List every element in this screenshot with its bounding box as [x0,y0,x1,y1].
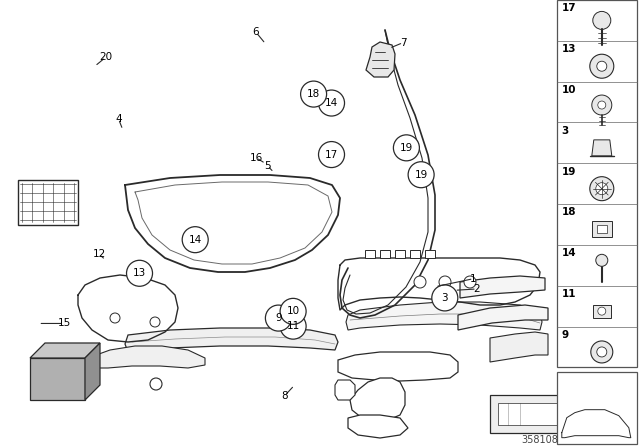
Polygon shape [410,250,420,258]
Bar [490,395,580,433]
Text: 8: 8 [282,391,288,401]
Text: 17: 17 [562,4,577,13]
Bar [592,221,612,237]
Polygon shape [335,380,355,400]
Polygon shape [458,305,548,330]
Circle shape [150,317,160,327]
Text: 14: 14 [325,98,338,108]
Polygon shape [85,343,100,400]
Polygon shape [88,346,205,368]
Circle shape [596,347,607,357]
Polygon shape [490,332,548,362]
Bar [596,225,607,233]
Circle shape [591,341,613,363]
Text: 19: 19 [415,170,428,180]
Text: 17: 17 [325,150,338,159]
Text: 18: 18 [307,89,320,99]
Polygon shape [350,378,405,422]
Circle shape [596,183,608,195]
Text: 2: 2 [474,284,480,294]
Bar [557,0,637,367]
Text: 358108: 358108 [522,435,559,445]
Text: 7: 7 [400,38,406,47]
Text: 3: 3 [562,126,569,136]
Text: 13: 13 [133,268,146,278]
Circle shape [598,101,606,109]
Polygon shape [346,302,542,330]
Circle shape [590,177,614,201]
Polygon shape [395,250,405,258]
Circle shape [598,307,606,315]
Circle shape [596,254,608,266]
Text: 11: 11 [562,289,576,299]
Circle shape [593,11,611,30]
Circle shape [592,95,612,115]
Circle shape [280,313,306,339]
Text: 15: 15 [58,319,70,328]
Circle shape [150,378,162,390]
Bar [593,305,611,318]
Circle shape [432,285,458,311]
Text: 5: 5 [264,161,271,171]
Circle shape [266,305,291,331]
Text: 10: 10 [287,306,300,316]
Circle shape [127,260,152,286]
Text: 14: 14 [189,235,202,245]
Text: 16: 16 [250,153,262,163]
Circle shape [394,135,419,161]
Text: 12: 12 [93,250,106,259]
Text: 11: 11 [287,321,300,331]
Circle shape [280,298,306,324]
Bar [498,403,570,425]
Text: 19: 19 [400,143,413,153]
Text: 14: 14 [562,248,577,258]
Polygon shape [592,140,612,156]
Circle shape [464,276,476,288]
Text: 19: 19 [562,167,576,177]
Circle shape [319,90,344,116]
Circle shape [319,142,344,168]
Circle shape [408,162,434,188]
Polygon shape [366,42,395,77]
Text: 20: 20 [99,52,112,62]
Text: 1: 1 [470,274,477,284]
Circle shape [301,81,326,107]
Polygon shape [380,250,390,258]
Bar [18,180,78,225]
Text: 18: 18 [562,207,576,217]
Circle shape [110,313,120,323]
Text: 13: 13 [562,44,576,54]
Circle shape [182,227,208,253]
Circle shape [439,276,451,288]
Polygon shape [365,250,375,258]
Text: 10: 10 [562,85,576,95]
Polygon shape [348,415,408,438]
Text: 4: 4 [115,114,122,124]
Circle shape [414,276,426,288]
Bar [557,372,637,444]
Polygon shape [425,250,435,258]
Polygon shape [125,328,338,352]
Polygon shape [30,358,85,400]
Circle shape [596,61,607,71]
Text: 9: 9 [562,330,569,340]
Text: 3: 3 [442,293,448,303]
Circle shape [590,54,614,78]
Polygon shape [338,352,458,381]
Polygon shape [460,276,545,298]
Text: 9: 9 [275,313,282,323]
Text: 6: 6 [253,27,259,37]
Polygon shape [30,343,100,358]
